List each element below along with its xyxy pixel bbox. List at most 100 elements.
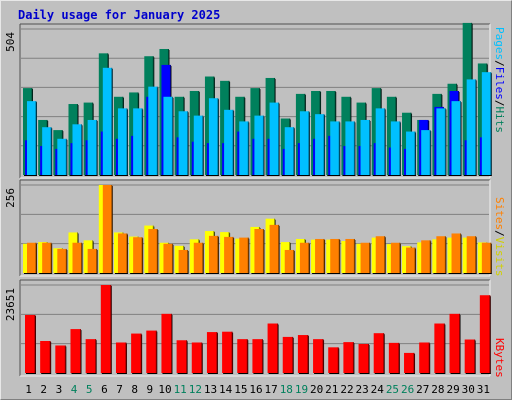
pages-bar — [117, 108, 127, 175]
kbytes-bar — [343, 342, 354, 373]
kbytes-bar — [449, 313, 460, 373]
kbytes-bar — [146, 330, 157, 373]
legend-visits: Visits — [493, 237, 506, 277]
kbytes-bar — [131, 333, 142, 373]
kbytes-bar — [100, 285, 111, 373]
day-label: 3 — [56, 383, 63, 396]
day-label: 12 — [189, 383, 202, 396]
day-label: 16 — [249, 383, 262, 396]
kbytes-bar — [404, 352, 415, 373]
legend: KBytes — [493, 338, 506, 378]
kbytes-bar — [85, 339, 96, 373]
sites-bar — [87, 248, 97, 273]
kbytes-bar — [267, 323, 278, 373]
day-label: 6 — [101, 383, 108, 396]
kbytes-bar — [25, 314, 35, 373]
sites-bar — [451, 233, 461, 273]
sites-bar — [239, 237, 249, 273]
day-label: 15 — [234, 383, 247, 396]
pages-bar — [436, 108, 446, 175]
pages-bar — [421, 130, 431, 175]
sites-bar — [421, 240, 431, 273]
kbytes-bar — [70, 329, 81, 373]
day-label: 1 — [25, 383, 32, 396]
pages-bar — [87, 119, 97, 175]
pages-bar — [284, 127, 294, 175]
pages-bar — [360, 119, 370, 175]
kbytes-bar — [434, 323, 445, 373]
sites-bar — [193, 242, 203, 273]
y-tick-label: 504 — [4, 32, 17, 52]
day-label: 8 — [131, 383, 138, 396]
day-label: 14 — [219, 383, 233, 396]
pages-bar — [148, 86, 158, 175]
pages-bar — [345, 121, 355, 175]
day-label: 19 — [295, 383, 308, 396]
day-label: 7 — [116, 383, 123, 396]
day-label: 25 — [386, 383, 399, 396]
day-label: 5 — [86, 383, 93, 396]
legend-pages: Pages — [493, 27, 506, 60]
sites-bar — [148, 229, 158, 273]
day-label: 20 — [310, 383, 323, 396]
day-label: 2 — [40, 383, 47, 396]
kbytes-bar — [115, 342, 126, 373]
kbytes-bar — [161, 313, 172, 373]
sites-bar — [27, 242, 36, 273]
kbytes-bar — [328, 347, 339, 373]
day-label: 31 — [477, 383, 490, 396]
pages-bar — [299, 111, 309, 175]
kbytes-bar — [40, 341, 51, 373]
day-label: 18 — [280, 383, 293, 396]
kbytes-bar — [358, 343, 369, 373]
day-label: 29 — [446, 383, 459, 396]
day-label: 28 — [431, 383, 444, 396]
sites-bar — [315, 238, 325, 273]
day-label: 13 — [204, 383, 217, 396]
day-label: 10 — [158, 383, 171, 396]
chart-title: Daily usage for January 2025 — [18, 8, 221, 22]
sites-bar — [345, 238, 355, 273]
kbytes-bar — [191, 342, 202, 373]
sites-bar — [360, 242, 370, 273]
sites-bar — [299, 242, 309, 273]
sites-bar — [42, 242, 52, 273]
pages-bar — [224, 109, 234, 175]
pages-bar — [481, 72, 491, 175]
legend-files: Files — [493, 67, 506, 100]
sites-bar — [269, 224, 279, 273]
day-label: 26 — [401, 383, 414, 396]
kbytes-bar — [479, 295, 490, 373]
pages-bar — [208, 98, 218, 175]
sites-bar — [163, 243, 173, 273]
kbytes-bar — [237, 339, 248, 373]
day-label: 4 — [71, 383, 78, 396]
pages-bar — [72, 124, 82, 175]
pages-bar — [178, 111, 188, 175]
pages-bar — [375, 108, 385, 175]
pages-bar — [193, 115, 203, 175]
sites-bar — [375, 236, 385, 273]
pages-bar — [254, 115, 264, 175]
sites-bar — [208, 235, 218, 273]
kbytes-bar — [388, 342, 399, 373]
kbytes-bar — [252, 339, 263, 373]
sites-bar — [481, 242, 491, 273]
day-label: 17 — [265, 383, 278, 396]
kbytes-bar — [313, 339, 324, 373]
sites-bar — [133, 237, 143, 273]
day-label: 22 — [340, 383, 353, 396]
legend-sep: / — [493, 230, 506, 237]
sites-bar — [254, 229, 264, 273]
sites-bar — [102, 185, 112, 273]
day-label: 11 — [174, 383, 187, 396]
sites-bar — [57, 248, 67, 273]
legend: Sites/Visits — [493, 197, 506, 277]
kbytes-bar — [55, 345, 66, 373]
pages-bar — [406, 131, 416, 175]
pages-bar — [466, 79, 476, 175]
day-label: 9 — [147, 383, 154, 396]
pages-bar — [239, 121, 249, 175]
kbytes-bar — [373, 333, 384, 373]
